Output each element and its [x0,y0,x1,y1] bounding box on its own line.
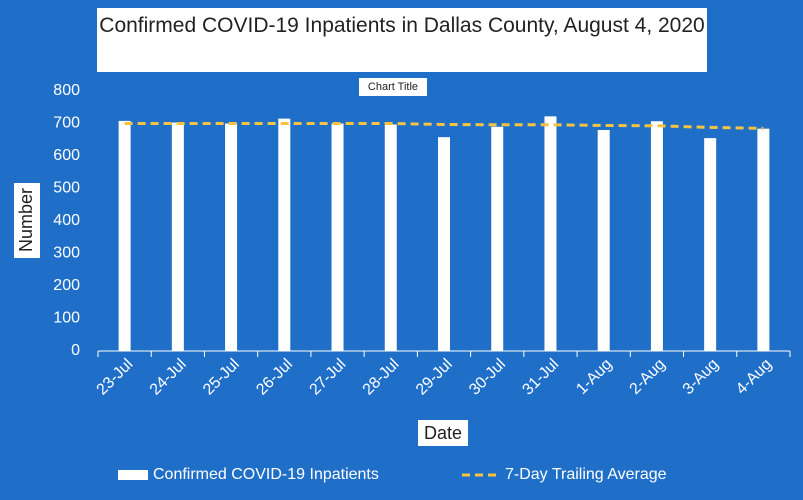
y-tick-label: 500 [53,180,80,197]
y-tick-label: 800 [53,82,80,99]
x-tick-label: 4-Aug [733,356,775,398]
y-tick-label: 400 [53,212,80,229]
x-tick-label: 2-Aug [627,356,669,398]
bar [650,121,663,351]
bar [331,123,344,351]
y-tick-label: 0 [71,342,80,359]
x-tick-label: 23-Jul [94,356,137,399]
legend-label: Confirmed COVID-19 Inpatients [153,466,379,483]
x-tick-label: 31-Jul [519,356,562,399]
bar [544,116,557,351]
bar [438,137,450,351]
bar [225,123,238,351]
y-tick-label: 600 [53,147,80,164]
x-tick-label: 30-Jul [466,356,509,399]
trend-line [124,122,764,130]
bar [491,126,504,351]
legend-swatch [118,470,148,480]
legend-label: 7-Day Trailing Average [505,466,667,483]
y-axis-label: Number [16,188,36,252]
y-tick-label: 300 [53,245,80,262]
x-tick-label: 1-Aug [573,356,615,398]
bar [171,122,184,352]
x-tick-label: 29-Jul [413,356,456,399]
x-tick-label: 27-Jul [307,356,350,399]
bar [278,118,291,351]
chart-title: Confirmed COVID-19 Inpatients in Dallas … [97,8,707,72]
y-tick-label: 100 [53,310,80,327]
bar [757,128,770,351]
bar [597,130,610,351]
subtitle-box [359,78,427,96]
x-tick-label: 3-Aug [680,356,722,398]
bar [384,124,397,351]
y-tick-label: 200 [53,277,80,294]
x-axis-label: Date [424,423,462,443]
x-tick-label: 28-Jul [360,356,403,399]
y-label-box [14,183,40,258]
x-tick-label: 24-Jul [147,356,190,399]
x-label-box [418,420,468,446]
bar [118,120,131,352]
bar [704,138,717,351]
chart-subtitle: Chart Title [368,81,418,93]
x-tick-label: 26-Jul [253,356,296,399]
y-tick-label: 700 [53,115,80,132]
x-tick-label: 25-Jul [200,356,243,399]
